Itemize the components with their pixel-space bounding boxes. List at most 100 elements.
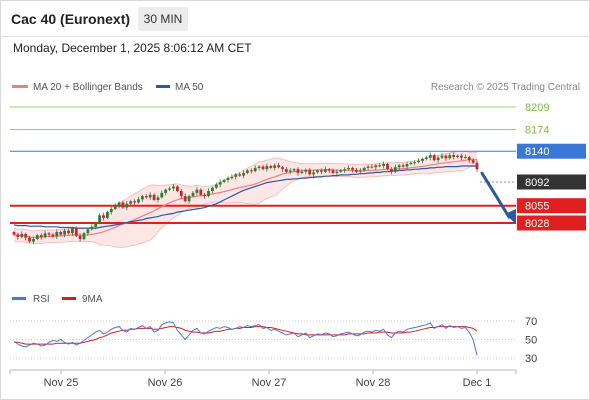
candle-body xyxy=(28,237,31,242)
datetime-label: Monday, December 1, 2025 8:06:12 AM CET xyxy=(13,41,252,55)
candle-body xyxy=(94,223,98,227)
level-box-8140 xyxy=(517,143,586,159)
projection-arrow xyxy=(480,171,516,224)
candle-body xyxy=(393,167,397,172)
candle-body xyxy=(432,155,436,161)
candle-body xyxy=(78,235,82,239)
candle-body xyxy=(265,166,269,170)
candle-body xyxy=(20,233,24,238)
candle-body xyxy=(160,192,164,198)
timeframe-badge[interactable]: 30 MIN xyxy=(138,7,188,31)
candle-body xyxy=(214,184,218,188)
bollinger-lower-line xyxy=(13,165,478,248)
rsi-line xyxy=(13,321,478,356)
candle-body xyxy=(277,165,280,168)
candle-body xyxy=(249,170,253,172)
candle-body xyxy=(409,162,413,165)
candle-body xyxy=(273,165,277,168)
candle-body xyxy=(355,169,358,172)
candle-body xyxy=(152,194,156,200)
candle-body xyxy=(444,155,448,159)
candle-body xyxy=(203,194,206,197)
x-tick-label: Nov 27 xyxy=(252,377,287,389)
candle-body xyxy=(82,233,86,240)
candle-body xyxy=(428,155,432,158)
candle-body xyxy=(246,170,249,173)
candle-body xyxy=(12,232,16,235)
candle-body xyxy=(55,232,59,237)
candle-body xyxy=(183,196,187,202)
candle-body xyxy=(125,203,129,208)
candle-body xyxy=(226,178,230,180)
candle-body xyxy=(234,174,238,177)
chart-header: Cac 40 (Euronext) 30 MIN xyxy=(0,0,590,37)
x-tick-label: Nov 25 xyxy=(44,377,79,389)
candle-body xyxy=(405,164,409,167)
credit-label: Research © 2025 Trading Central xyxy=(431,82,580,93)
candle-body xyxy=(32,239,35,242)
candle-body xyxy=(440,155,444,158)
candle-body xyxy=(292,169,296,171)
candle-body xyxy=(39,235,43,238)
candle-body xyxy=(339,170,343,172)
candle-body xyxy=(358,170,362,172)
candle-body xyxy=(463,157,467,158)
candle-body xyxy=(288,170,292,172)
candle-body xyxy=(43,233,47,238)
candle-body xyxy=(308,169,312,175)
projection-arrow-shaft xyxy=(480,171,511,219)
main-legend: MA 20 + Bollinger Bands MA 50 Research ©… xyxy=(12,82,580,93)
candlesticks xyxy=(12,152,479,245)
candle-body xyxy=(71,228,74,234)
candle-body xyxy=(148,194,152,198)
candle-body xyxy=(281,167,284,170)
candle-body xyxy=(172,186,175,189)
candle-body xyxy=(67,230,70,234)
x-tick-label: Nov 26 xyxy=(148,377,183,389)
ma50-legend-label: MA 50 xyxy=(175,82,204,93)
rsi-ma-line xyxy=(14,326,478,345)
candle-body xyxy=(347,167,350,170)
candle-body xyxy=(382,164,385,166)
ma20-legend-swatch xyxy=(12,85,28,88)
rsi-legend-swatch xyxy=(12,297,26,300)
candle-body xyxy=(230,176,234,179)
candle-body xyxy=(460,155,463,158)
candle-body xyxy=(285,169,288,172)
rsi-level-label-50: 50 xyxy=(525,335,537,347)
candle-body xyxy=(102,215,105,218)
candle-body xyxy=(90,226,94,230)
candle-body xyxy=(106,212,109,218)
ma20-legend-label: MA 20 + Bollinger Bands xyxy=(33,82,143,93)
candle-body xyxy=(129,201,133,204)
rsi-ma-legend-swatch xyxy=(62,297,76,300)
candle-body xyxy=(35,235,39,239)
candle-body xyxy=(471,160,475,163)
candle-body xyxy=(296,169,300,173)
level-label-8028: 8028 xyxy=(525,218,549,230)
candle-body xyxy=(261,166,265,170)
candle-body xyxy=(378,165,382,167)
candle-body xyxy=(417,160,420,163)
level-label-8209: 8209 xyxy=(525,102,549,114)
level-box-8055 xyxy=(517,198,586,214)
candle-body xyxy=(98,215,101,223)
candle-body xyxy=(327,169,331,171)
level-box-8028 xyxy=(517,215,586,231)
candle-body xyxy=(222,180,226,182)
candle-body xyxy=(475,162,479,170)
candle-body xyxy=(238,174,242,176)
candle-body xyxy=(113,205,117,209)
rsi-legend: RSI 9MA xyxy=(12,294,103,305)
candle-body xyxy=(386,164,389,170)
candle-body xyxy=(211,187,214,191)
candle-body xyxy=(156,197,160,200)
projection-arrow-head xyxy=(505,209,516,224)
rsi-panel: 70 50 30 xyxy=(10,316,537,365)
candle-body xyxy=(323,169,327,172)
price-levels xyxy=(10,106,516,224)
candle-body xyxy=(374,165,378,168)
candle-body xyxy=(109,208,113,213)
candle-body xyxy=(47,233,51,235)
candle-body xyxy=(144,196,148,198)
